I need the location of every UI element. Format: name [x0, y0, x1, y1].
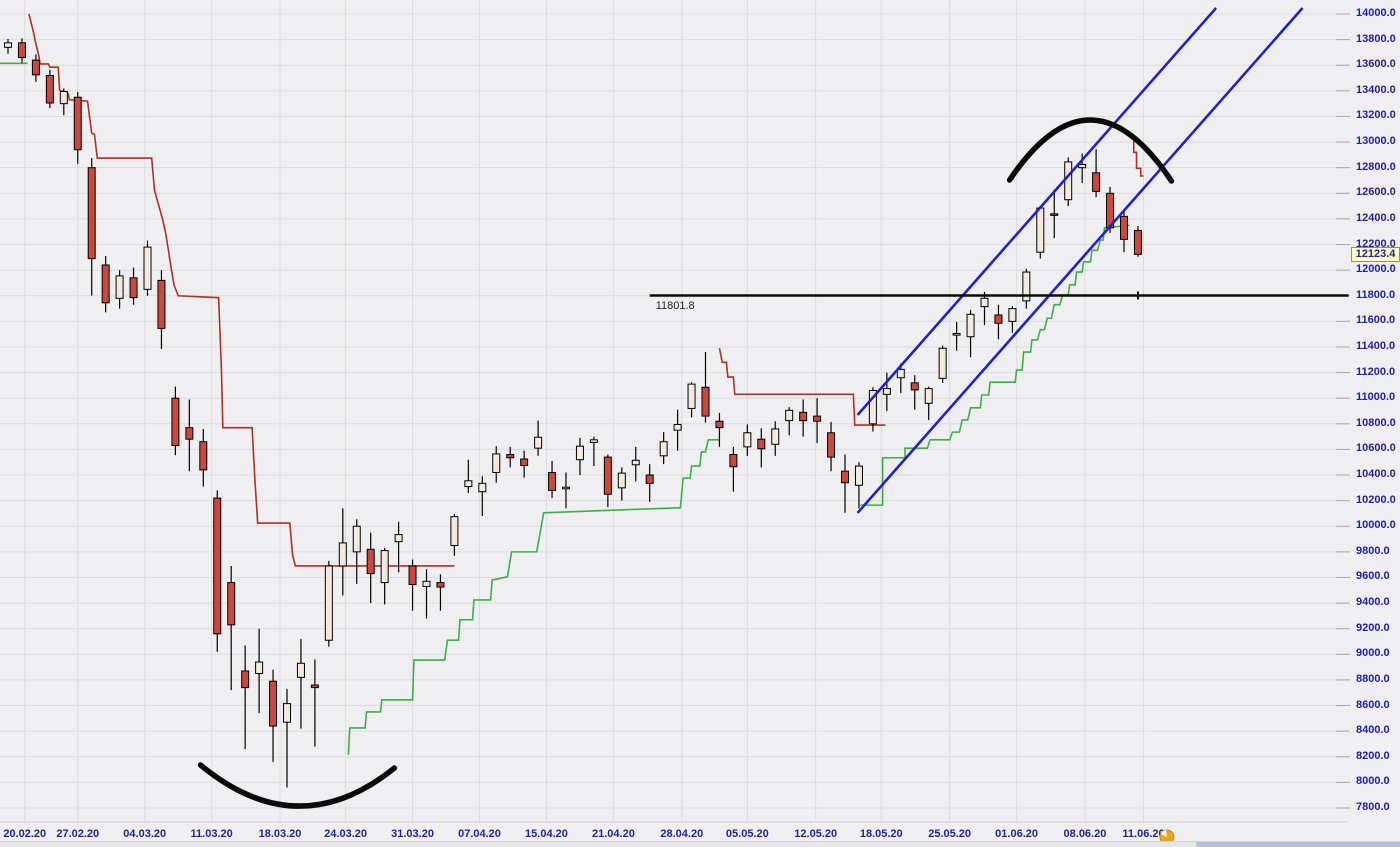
y-axis-label: 11400.0	[1356, 339, 1396, 352]
x-axis-label: 20.02.20	[3, 828, 47, 840]
y-axis-label: 8200.0	[1356, 749, 1390, 762]
x-axis-label: 08.06.20	[1063, 828, 1107, 840]
x-axis-label: 18.03.20	[258, 828, 302, 840]
y-axis-label: 12400.0	[1356, 211, 1396, 224]
x-axis-label: 05.05.20	[725, 828, 769, 840]
x-axis-label: 12.05.20	[794, 828, 838, 840]
y-axis-label: 10000.0	[1356, 519, 1396, 532]
last-price-tag: 12123.4	[1351, 247, 1400, 263]
candlesticks	[4, 38, 1142, 788]
scrollbar-thumb[interactable]	[1196, 842, 1400, 847]
y-axis-label: 8000.0	[1356, 775, 1390, 788]
y-axis-label: 11600.0	[1356, 314, 1396, 327]
y-axis-label: 12200.0	[1356, 237, 1396, 250]
y-axis-label: 9000.0	[1356, 647, 1390, 660]
y-axis-label: 11000.0	[1356, 391, 1396, 404]
y-axis-label: 11800.0	[1356, 288, 1396, 301]
y-axis-label: 10600.0	[1356, 442, 1396, 455]
x-axis-label: 27.02.20	[56, 828, 100, 840]
x-axis-label: 25.05.20	[928, 828, 972, 840]
y-axis-label: 10200.0	[1356, 493, 1396, 506]
y-axis-label: 13400.0	[1356, 83, 1396, 96]
y-axis-label: 8800.0	[1356, 672, 1390, 685]
trend-channel-lines[interactable]	[856, 7, 1304, 514]
y-axis-label: 8400.0	[1356, 724, 1390, 737]
y-axis-label: 8600.0	[1356, 698, 1390, 711]
support-line-label: 11801.8	[655, 299, 695, 312]
x-axis-label: 18.05.20	[859, 828, 903, 840]
x-axis-label: 11.03.20	[190, 828, 233, 840]
x-axis-label: 24.03.20	[324, 828, 367, 840]
x-axis-label: 01.06.20	[995, 828, 1038, 840]
y-axis-label: 14000.0	[1356, 7, 1396, 19]
trailing-stop-lines	[0, 13, 1144, 755]
x-axis-label: 15.04.20	[525, 828, 568, 840]
y-axis-label: 12000.0	[1356, 263, 1396, 276]
y-axis-label: 12800.0	[1356, 160, 1396, 173]
x-axis-label: 11.06.20	[1122, 828, 1165, 840]
x-axis-label: 28.04.20	[660, 828, 704, 840]
y-axis-label: 13200.0	[1356, 109, 1396, 122]
y-axis-label: 9800.0	[1356, 544, 1390, 557]
gridlines	[0, 0, 1350, 823]
x-axis-label: 07.04.20	[458, 828, 501, 840]
drawn-annotations[interactable]	[197, 117, 1349, 809]
y-axis-label: 12600.0	[1356, 186, 1396, 199]
y-axis-label: 10800.0	[1356, 416, 1396, 429]
y-axis-label: 7800.0	[1356, 801, 1390, 813]
x-axis-label: 21.04.20	[592, 828, 635, 840]
horizontal-scrollbar[interactable]	[0, 841, 1400, 847]
y-axis-label: 9200.0	[1356, 621, 1390, 634]
y-axis-label: 11200.0	[1356, 365, 1396, 378]
y-axis-label: 9400.0	[1356, 596, 1390, 609]
y-axis-label: 10400.0	[1356, 468, 1396, 481]
y-axis-label: 9600.0	[1356, 570, 1390, 583]
y-axis-label: 13000.0	[1356, 135, 1396, 148]
x-axis-label: 04.03.20	[123, 828, 167, 840]
y-axis-label: 13600.0	[1356, 58, 1396, 71]
x-axis-label: 31.03.20	[391, 828, 434, 840]
y-axis-label: 13800.0	[1356, 32, 1396, 45]
